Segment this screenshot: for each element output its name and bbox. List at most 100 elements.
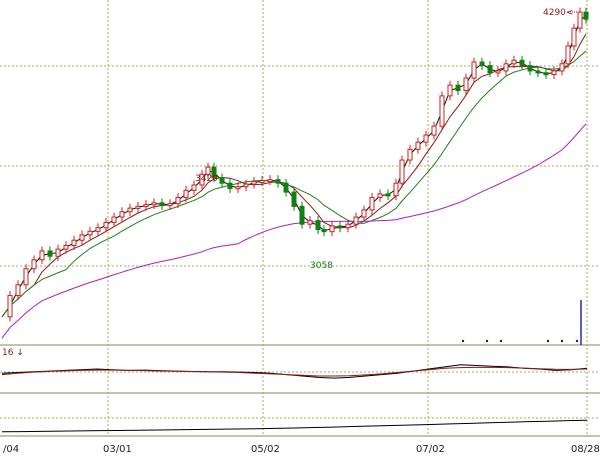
candle-body bbox=[47, 250, 53, 257]
candle-body bbox=[385, 193, 391, 197]
candle-body bbox=[111, 216, 117, 223]
candle-body bbox=[471, 61, 477, 79]
candle-body bbox=[167, 203, 173, 207]
candle-body bbox=[565, 45, 571, 65]
candle-body bbox=[463, 77, 469, 92]
signal-dot bbox=[485, 339, 489, 343]
candle-body bbox=[183, 189, 189, 198]
candle-body bbox=[151, 202, 157, 206]
candle-body bbox=[119, 211, 125, 218]
candle-body bbox=[291, 191, 297, 207]
candle-body bbox=[307, 220, 313, 225]
candle-body bbox=[267, 179, 273, 183]
candle-body bbox=[583, 11, 589, 20]
candle-body bbox=[487, 65, 493, 74]
candle-body bbox=[235, 186, 241, 190]
candle-body bbox=[455, 84, 461, 92]
candle-body bbox=[55, 248, 61, 257]
candle-body bbox=[23, 268, 29, 286]
candle-body bbox=[205, 166, 211, 175]
candle-body bbox=[527, 65, 533, 72]
x-tick-label: /04 bbox=[3, 444, 19, 455]
candle-body bbox=[571, 27, 577, 47]
candle-body bbox=[299, 205, 305, 225]
candle-body bbox=[535, 70, 541, 74]
candle-body bbox=[345, 223, 351, 229]
candle-body bbox=[95, 227, 101, 232]
volume-line bbox=[1, 419, 588, 433]
candle-body bbox=[143, 204, 149, 208]
candle-body bbox=[251, 180, 257, 185]
grid bbox=[0, 0, 600, 436]
candle-body bbox=[447, 84, 453, 97]
high-label: 3420 bbox=[195, 174, 218, 184]
candle-body bbox=[7, 294, 13, 318]
candle-body bbox=[175, 196, 181, 205]
oscillator-lines bbox=[1, 364, 588, 379]
candle-body bbox=[423, 134, 429, 143]
candle-body bbox=[31, 259, 37, 270]
candle-body bbox=[275, 179, 281, 184]
candle-body bbox=[399, 159, 405, 184]
oscillator-line-b bbox=[1, 366, 588, 377]
signal-dot bbox=[461, 339, 465, 343]
candle-body bbox=[393, 182, 399, 197]
candle-body bbox=[431, 125, 437, 136]
candle-body bbox=[439, 95, 445, 127]
candle-body bbox=[511, 59, 517, 65]
signal-dot bbox=[499, 339, 503, 343]
candle-body bbox=[211, 166, 217, 179]
candle-body bbox=[337, 225, 343, 229]
candle-body bbox=[243, 183, 249, 188]
candle-body bbox=[79, 234, 85, 241]
candle-body bbox=[479, 61, 485, 67]
candle-body bbox=[519, 59, 525, 67]
ma-very-long-line bbox=[1, 123, 587, 339]
candle-body bbox=[15, 284, 21, 296]
candle-body bbox=[227, 182, 233, 190]
candle-body bbox=[329, 225, 335, 233]
candle-body bbox=[369, 196, 375, 211]
candle-body bbox=[71, 239, 77, 247]
candle-body bbox=[199, 173, 205, 186]
candle-body bbox=[503, 63, 509, 72]
x-tick-label: 07/02 bbox=[416, 444, 445, 455]
ma-long-line bbox=[1, 50, 587, 318]
candle-body bbox=[321, 229, 327, 233]
candle-body bbox=[407, 148, 413, 161]
ma-short-line bbox=[1, 15, 587, 318]
x-tick-label: 03/01 bbox=[103, 444, 132, 455]
candle-body bbox=[315, 220, 321, 231]
indicator-label: 16 ↓ bbox=[2, 348, 24, 358]
signal-dot bbox=[546, 339, 550, 343]
latest-label: 4290< bbox=[543, 8, 573, 18]
candle-body bbox=[543, 72, 549, 76]
candle-body bbox=[559, 63, 565, 72]
low-label: 3058 bbox=[310, 261, 333, 271]
candle-body bbox=[191, 184, 197, 191]
candle-body bbox=[551, 70, 557, 75]
volume-line bbox=[1, 419, 588, 433]
candle-body bbox=[39, 250, 45, 261]
candle-body bbox=[127, 207, 133, 213]
candlesticks bbox=[7, 7, 589, 322]
signal-dot bbox=[560, 339, 564, 343]
candle-body bbox=[135, 205, 141, 209]
candle-body bbox=[577, 11, 583, 29]
candle-body bbox=[87, 230, 93, 236]
candle-body bbox=[103, 221, 109, 229]
candle-body bbox=[219, 177, 225, 184]
candle-body bbox=[495, 70, 501, 74]
candle-body bbox=[159, 202, 165, 206]
signal-dot bbox=[575, 339, 579, 343]
x-tick-label: 05/02 bbox=[251, 444, 280, 455]
signal-markers bbox=[461, 339, 579, 343]
moving-average-lines bbox=[1, 15, 587, 339]
ma-mid-line bbox=[1, 33, 587, 318]
candle-body bbox=[415, 141, 421, 150]
candle-body bbox=[353, 216, 359, 225]
candle-body bbox=[259, 180, 265, 184]
candle-body bbox=[283, 182, 289, 193]
candle-body bbox=[361, 209, 367, 218]
